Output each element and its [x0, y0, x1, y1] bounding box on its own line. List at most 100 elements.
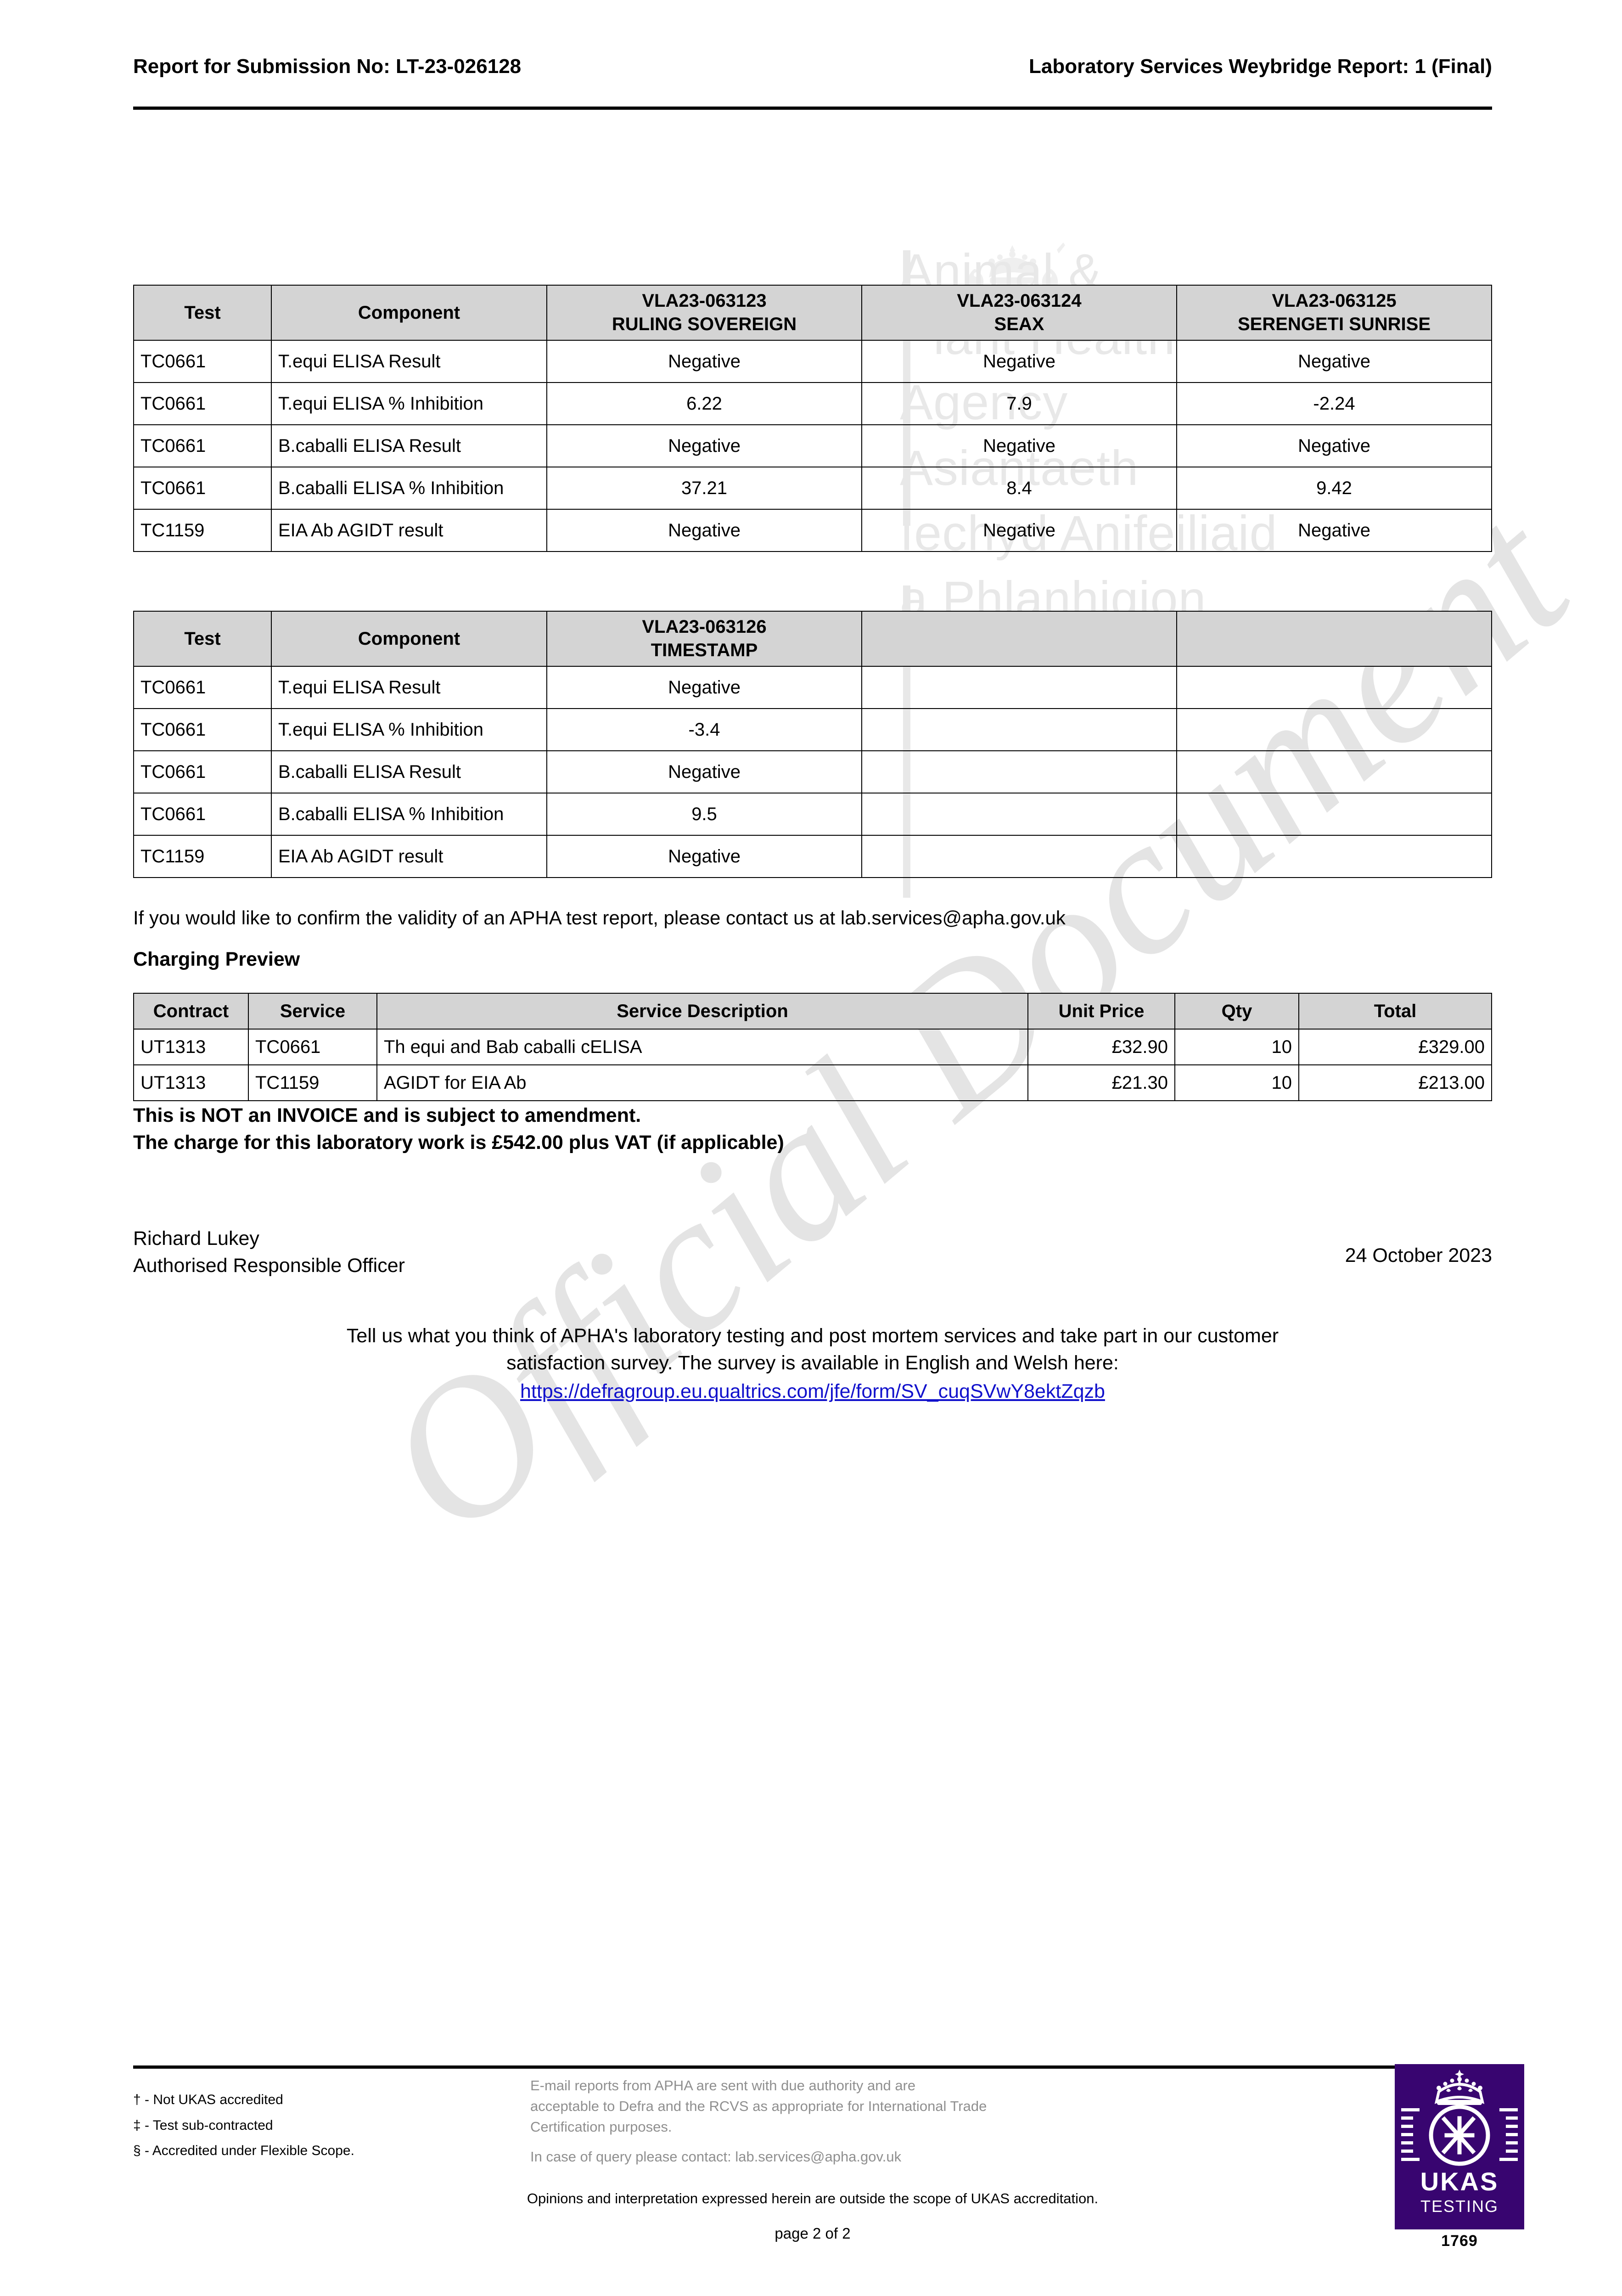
survey-invitation: Tell us what you think of APHA's laborat… — [133, 1322, 1492, 1405]
column-header-sample: VLA23-063123 RULING SOVEREIGN — [546, 284, 862, 341]
column-header-component: Component — [271, 610, 547, 667]
cell-component: EIA Ab AGIDT result — [271, 835, 547, 878]
cell-test: TC0661 — [133, 424, 272, 468]
cell-unit-price: £21.30 — [1027, 1064, 1175, 1101]
cell-value: 8.4 — [861, 467, 1177, 510]
sample-name: TIMESTAMP — [651, 640, 758, 661]
sample-id: VLA23-063124 — [957, 291, 1082, 311]
cell-value: Negative — [546, 666, 862, 709]
cell-value: 9.42 — [1176, 467, 1492, 510]
table-row: TC0661 B.caballi ELISA % Inhibition 9.5 — [133, 793, 1492, 836]
table-row: TC0661 B.caballi ELISA Result Negative — [133, 750, 1492, 794]
table-row: UT1313 TC0661 Th equi and Bab caballi cE… — [133, 1029, 1492, 1065]
table-row: TC0661 B.caballi ELISA % Inhibition 37.2… — [133, 467, 1492, 510]
cell-empty — [1176, 708, 1492, 752]
table-header-row: Test Component VLA23-063126 TIMESTAMP — [133, 610, 1492, 667]
footer-divider — [133, 2065, 1492, 2069]
sample-name: SERENGETI SUNRISE — [1237, 314, 1431, 335]
column-header-empty — [1176, 610, 1492, 667]
cell-empty — [1176, 793, 1492, 836]
cell-value: -2.24 — [1176, 382, 1492, 426]
signatory-title: Authorised Responsible Officer — [133, 1255, 405, 1277]
cell-value: Negative — [546, 835, 862, 878]
column-header-sample: VLA23-063124 SEAX — [861, 284, 1177, 341]
cell-test: TC1159 — [133, 509, 272, 552]
cell-value: 37.21 — [546, 467, 862, 510]
report-date: 24 October 2023 — [1345, 1244, 1492, 1266]
ukas-mark-icon: UKAS TESTING — [1395, 2064, 1524, 2229]
cell-component: T.equi ELISA Result — [271, 666, 547, 709]
cell-value: Negative — [546, 750, 862, 794]
cell-empty — [1176, 835, 1492, 878]
cell-description: Th equi and Bab caballi cELISA — [376, 1029, 1028, 1065]
cell-value: Negative — [546, 509, 862, 552]
footer-email-line: acceptable to Defra and the RCVS as appr… — [530, 2098, 987, 2114]
table-row: UT1313 TC1159 AGIDT for EIA Ab £21.30 10… — [133, 1064, 1492, 1101]
cell-unit-price: £32.90 — [1027, 1029, 1175, 1065]
cell-total: £213.00 — [1298, 1064, 1492, 1101]
footer-email-line: E-mail reports from APHA are sent with d… — [530, 2077, 916, 2093]
column-header-unit-price: Unit Price — [1027, 993, 1175, 1030]
cell-qty: 10 — [1174, 1029, 1299, 1065]
cell-total: £329.00 — [1298, 1029, 1492, 1065]
cell-component: B.caballi ELISA % Inhibition — [271, 467, 547, 510]
column-header-service: Service — [248, 993, 377, 1030]
table-row: TC0661 T.equi ELISA Result Negative Nega… — [133, 340, 1492, 383]
survey-line-1: Tell us what you think of APHA's laborat… — [346, 1325, 1279, 1347]
cell-value: 9.5 — [546, 793, 862, 836]
page-number: page 2 of 2 — [775, 2225, 851, 2242]
table-row: TC1159 EIA Ab AGIDT result Negative Nega… — [133, 509, 1492, 552]
column-header-total: Total — [1298, 993, 1492, 1030]
ukas-accreditation-number: 1769 — [1441, 2232, 1478, 2250]
ukas-wordmark: UKAS — [1420, 2167, 1499, 2196]
column-header-qty: Qty — [1174, 993, 1299, 1030]
sample-id: VLA23-063125 — [1272, 291, 1397, 311]
results-table-2: Test Component VLA23-063126 TIMESTAMP TC… — [133, 610, 1492, 878]
footer-opinions-notice: Opinions and interpretation expressed he… — [527, 2190, 1099, 2206]
header-divider — [133, 107, 1492, 110]
report-title: Laboratory Services Weybridge Report: 1 … — [1029, 55, 1492, 78]
results-table-1: Test Component VLA23-063123 RULING SOVER… — [133, 284, 1492, 552]
page-header: Report for Submission No: LT-23-026128 L… — [133, 55, 1492, 78]
footer-note: § - Accredited under Flexible Scope. — [133, 2143, 354, 2158]
footer-note: † - Not UKAS accredited — [133, 2092, 283, 2107]
column-header-sample: VLA23-063126 TIMESTAMP — [546, 610, 862, 667]
column-header-service-description: Service Description — [376, 993, 1028, 1030]
cell-component: B.caballi ELISA Result — [271, 750, 547, 794]
footer-email-notice: E-mail reports from APHA are sent with d… — [530, 2076, 1242, 2167]
validity-note: If you would like to confirm the validit… — [133, 907, 1066, 929]
signatory-name: Richard Lukey — [133, 1227, 259, 1249]
sample-id: VLA23-063126 — [642, 617, 767, 637]
cell-test: TC0661 — [133, 666, 272, 709]
survey-link[interactable]: https://defragroup.eu.qualtrics.com/jfe/… — [520, 1380, 1105, 1402]
cell-qty: 10 — [1174, 1064, 1299, 1101]
column-header-component: Component — [271, 284, 547, 341]
cell-component: EIA Ab AGIDT result — [271, 509, 547, 552]
cell-test: TC0661 — [133, 708, 272, 752]
cell-value: Negative — [1176, 340, 1492, 383]
table-header-row: Contract Service Service Description Uni… — [133, 993, 1492, 1030]
invoice-notice: This is NOT an INVOICE and is subject to… — [133, 1102, 784, 1157]
cell-test: TC1159 — [133, 835, 272, 878]
sample-id: VLA23-063123 — [642, 291, 767, 311]
submission-number: Report for Submission No: LT-23-026128 — [133, 55, 522, 78]
cell-value: 6.22 — [546, 382, 862, 426]
sample-name: SEAX — [994, 314, 1044, 335]
footer-accreditation-notes: † - Not UKAS accredited ‡ - Test sub-con… — [133, 2087, 354, 2164]
cell-empty — [861, 708, 1177, 752]
table-row: TC0661 B.caballi ELISA Result Negative N… — [133, 424, 1492, 468]
signature-block: Richard Lukey Authorised Responsible Off… — [133, 1225, 405, 1280]
footer-email-line: Certification purposes. — [530, 2118, 672, 2135]
cell-value: Negative — [1176, 424, 1492, 468]
table-header-row: Test Component VLA23-063123 RULING SOVER… — [133, 284, 1492, 341]
cell-value: 7.9 — [861, 382, 1177, 426]
cell-test: TC0661 — [133, 793, 272, 836]
footer-email-line: In case of query please contact: lab.ser… — [530, 2148, 902, 2165]
cell-component: T.equi ELISA % Inhibition — [271, 382, 547, 426]
cell-component: B.caballi ELISA Result — [271, 424, 547, 468]
cell-test: TC0661 — [133, 340, 272, 383]
cell-empty — [1176, 750, 1492, 794]
cell-value: Negative — [861, 340, 1177, 383]
cell-component: T.equi ELISA Result — [271, 340, 547, 383]
